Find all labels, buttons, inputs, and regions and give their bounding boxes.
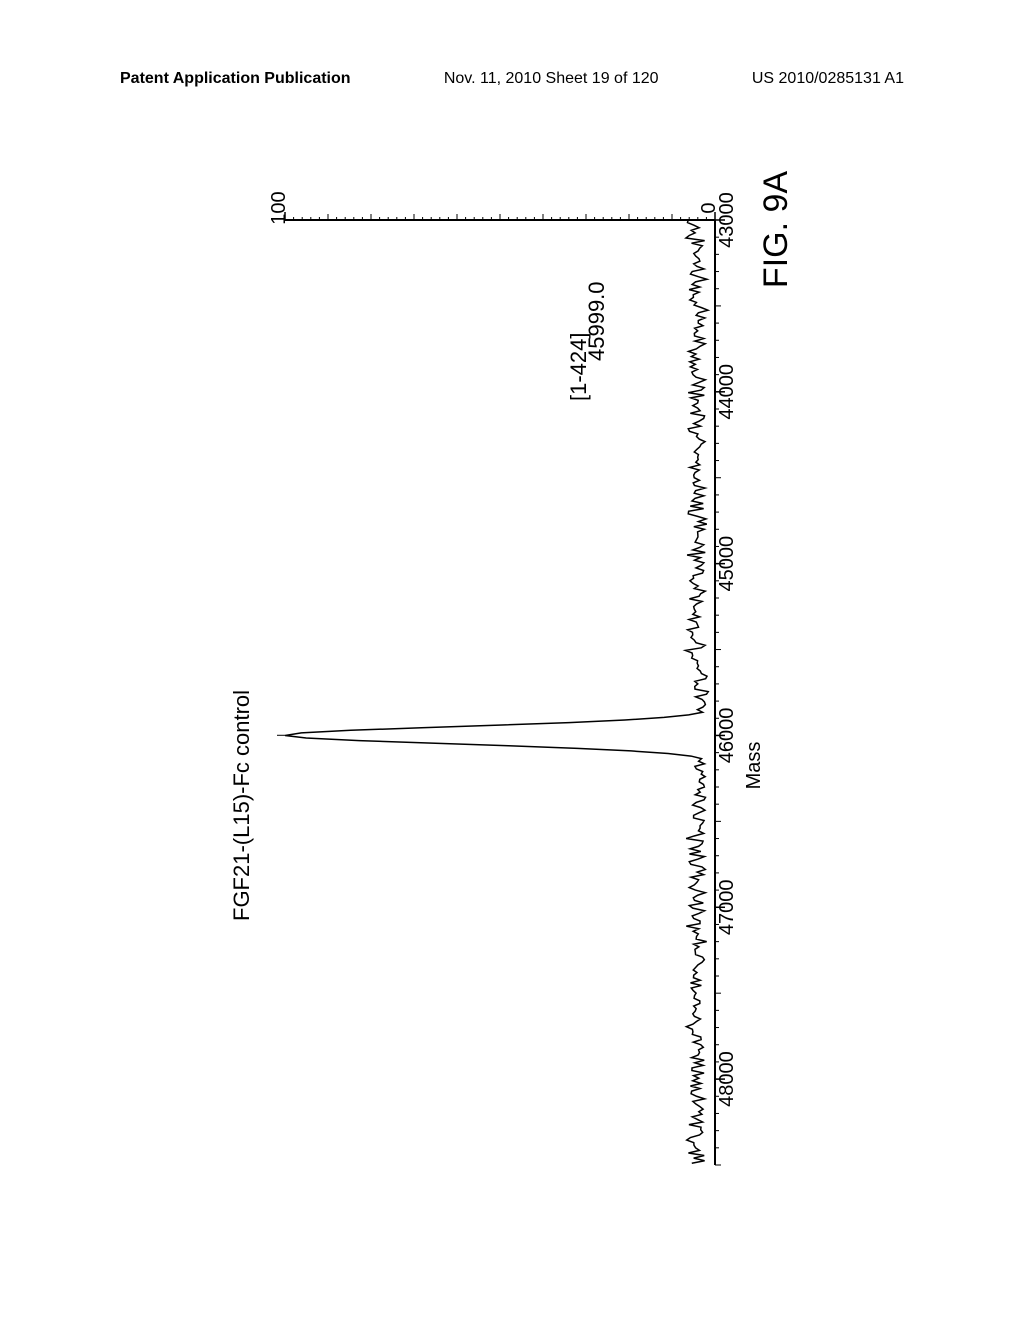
- header-date-sheet: Nov. 11, 2010 Sheet 19 of 120: [444, 70, 659, 88]
- svg-text:Mass: Mass: [743, 742, 765, 790]
- header-publication: Patent Application Publication: [120, 70, 351, 88]
- page-header: Patent Application Publication Nov. 11, …: [0, 70, 1024, 88]
- svg-text:100: 100: [268, 191, 290, 224]
- mass-spectrum-chart: 0100430004400045000460004700048000Mass: [215, 165, 805, 1185]
- header-patent-number: US 2010/0285131 A1: [752, 70, 904, 88]
- figure-container: FIG. 9A 45999.0 [1-424] FGF21-(L15)-Fc c…: [215, 165, 805, 1185]
